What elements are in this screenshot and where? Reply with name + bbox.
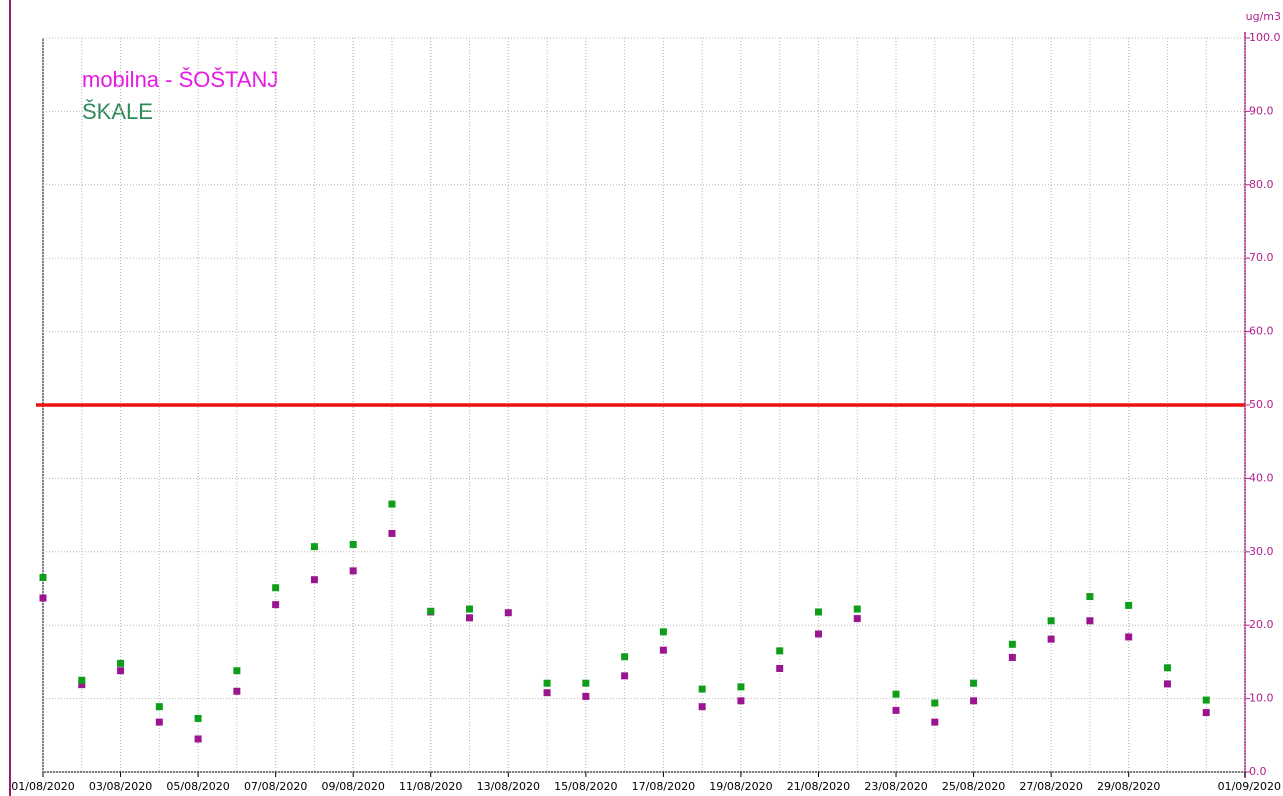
data-point [78,676,86,684]
y-tick-label: 20.0 [1249,618,1274,631]
data-point [272,584,280,592]
data-point [1202,696,1210,704]
data-point [504,609,512,617]
data-point [233,667,241,675]
legend-label: ŠKALE [82,99,153,124]
x-tick-label: 21/08/2020 [787,780,850,793]
data-point [621,653,629,661]
data-point [970,697,978,705]
data-point [155,718,163,726]
x-tick-label: 07/08/2020 [244,780,307,793]
unit-label: ug/m3 [1246,10,1281,23]
data-point [582,679,590,687]
y-tick-label: 30.0 [1249,545,1274,558]
data-point [970,679,978,687]
data-point [931,718,939,726]
data-point [1163,664,1171,672]
data-point [543,679,551,687]
data-point [349,540,357,548]
data-point [698,685,706,693]
data-point [39,573,47,581]
data-point [117,667,125,675]
data-point [737,697,745,705]
data-point [194,714,202,722]
data-point [853,615,861,623]
data-point [543,689,551,697]
data-point [1008,653,1016,661]
data-point [310,543,318,551]
y-tick-label: 40.0 [1249,471,1274,484]
data-point [78,681,86,689]
data-point [853,605,861,613]
data-point [737,683,745,691]
y-tick-label: 80.0 [1249,178,1274,191]
x-tick-label: 23/08/2020 [864,780,927,793]
data-point [1163,680,1171,688]
x-tick-label: 29/08/2020 [1097,780,1160,793]
data-point [155,703,163,711]
data-point [1086,617,1094,625]
data-point [388,500,396,508]
x-tick-label: 01/08/2020 [11,780,74,793]
data-point [621,672,629,680]
x-tick-label: 15/08/2020 [554,780,617,793]
data-point [659,628,667,636]
data-point [698,703,706,711]
data-point [194,735,202,743]
data-point [233,687,241,695]
legend: mobilna - ŠOŠTANJ ŠKALE [82,67,278,124]
data-point [892,706,900,714]
data-point [427,607,435,615]
data-point [892,690,900,698]
data-point [272,601,280,609]
x-tick-label: 05/08/2020 [166,780,229,793]
x-tick-label: 17/08/2020 [632,780,695,793]
x-tick-label: 11/08/2020 [399,780,462,793]
x-tick-label: 13/08/2020 [477,780,540,793]
data-point [814,630,822,638]
x-tick-label: 01/09/2020 [1218,780,1281,793]
data-point [659,646,667,654]
y-tick-label: 100.0 [1249,31,1281,44]
y-tick-label: 10.0 [1249,692,1274,705]
x-tick-label: 27/08/2020 [1019,780,1082,793]
data-point [466,605,474,613]
data-point [1125,633,1133,641]
data-point [310,576,318,584]
data-point [582,692,590,700]
x-tick-label: 03/08/2020 [89,780,152,793]
data-point [117,659,125,667]
data-point [931,699,939,707]
x-tick-label: 09/08/2020 [321,780,384,793]
legend-label: mobilna - ŠOŠTANJ [82,67,278,92]
data-point [39,594,47,602]
data-point [1125,601,1133,609]
x-tick-label: 19/08/2020 [709,780,772,793]
data-point [814,608,822,616]
data-point [776,647,784,655]
data-point [1008,640,1016,648]
y-tick-label: 70.0 [1249,251,1274,264]
data-point [466,614,474,622]
data-point [1086,593,1094,601]
data-point [1047,635,1055,643]
y-tick-label: 60.0 [1249,325,1274,338]
y-tick-label: 0.0 [1249,765,1267,778]
x-tick-label: 25/08/2020 [942,780,1005,793]
data-point [349,567,357,575]
data-point [388,529,396,537]
data-point [1202,709,1210,717]
data-point [776,665,784,673]
y-tick-label: 50.0 [1249,398,1274,411]
y-tick-label: 90.0 [1249,104,1274,117]
data-point [1047,617,1055,625]
